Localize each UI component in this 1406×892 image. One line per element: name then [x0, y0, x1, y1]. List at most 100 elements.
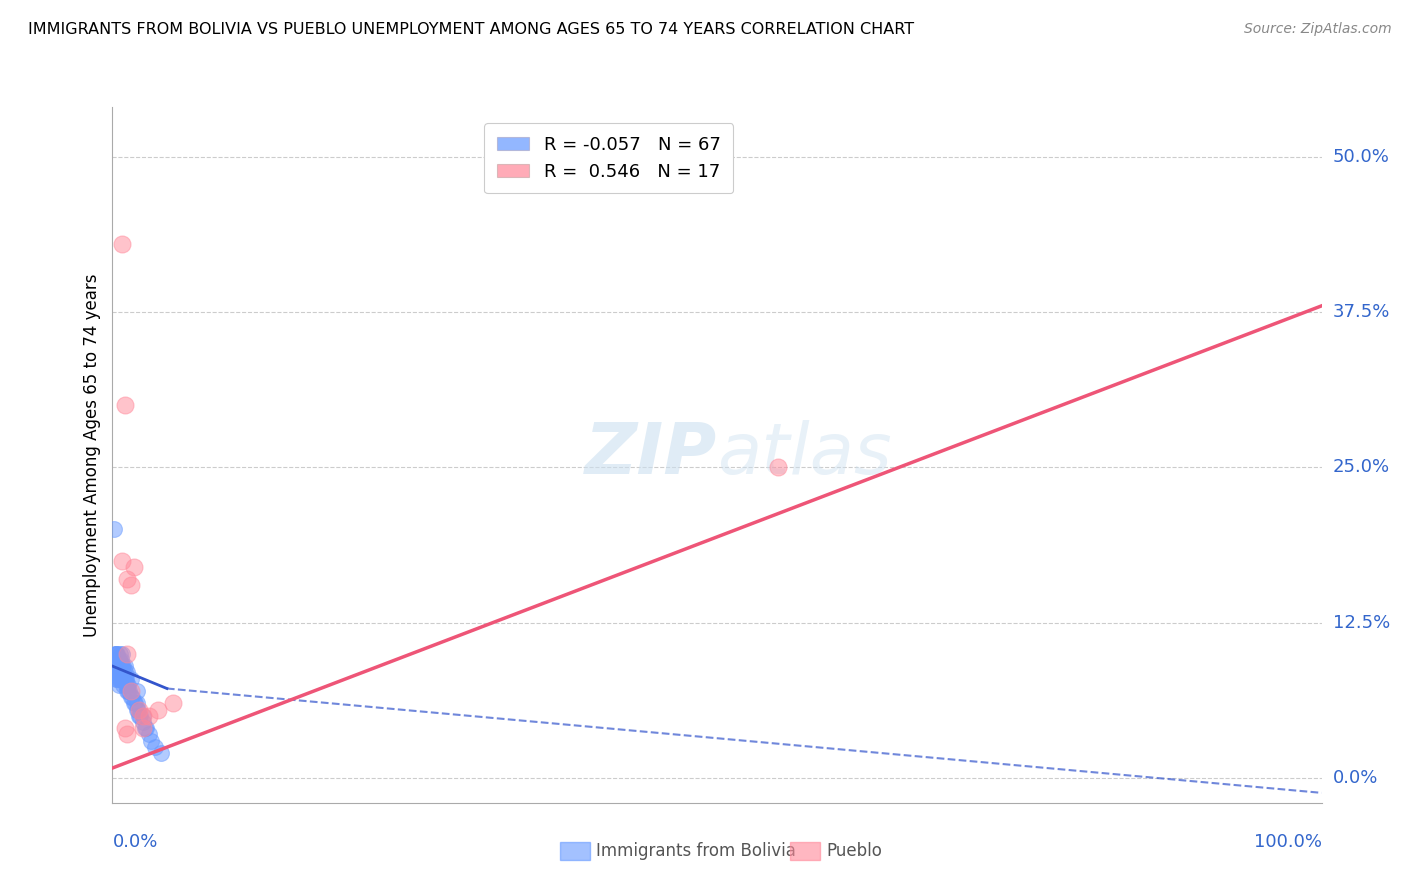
- Point: [111, 672, 134, 686]
- Point: [104, 653, 127, 667]
- Point: [104, 659, 127, 673]
- Point: [148, 703, 170, 717]
- Text: 12.5%: 12.5%: [1333, 614, 1391, 632]
- Point: [111, 665, 134, 680]
- Point: [114, 659, 136, 673]
- Text: 100.0%: 100.0%: [1254, 833, 1322, 851]
- Point: [105, 647, 128, 661]
- Point: [104, 665, 127, 680]
- Point: [111, 647, 134, 661]
- Point: [132, 708, 155, 723]
- Point: [108, 672, 131, 686]
- Point: [111, 659, 134, 673]
- Bar: [560, 842, 591, 860]
- Point: [107, 653, 129, 667]
- Y-axis label: Unemployment Among Ages 65 to 74 years: Unemployment Among Ages 65 to 74 years: [83, 273, 101, 637]
- Point: [105, 659, 128, 673]
- Point: [105, 672, 128, 686]
- Point: [128, 703, 150, 717]
- Point: [114, 398, 136, 412]
- Point: [134, 721, 156, 735]
- Point: [112, 665, 135, 680]
- Point: [108, 665, 131, 680]
- Point: [132, 708, 155, 723]
- Legend: R = -0.057   N = 67, R =  0.546   N = 17: R = -0.057 N = 67, R = 0.546 N = 17: [484, 123, 734, 194]
- Text: 50.0%: 50.0%: [1333, 148, 1389, 166]
- Point: [115, 572, 138, 586]
- Point: [103, 523, 125, 537]
- Point: [105, 672, 128, 686]
- Point: [162, 697, 184, 711]
- Point: [107, 653, 129, 667]
- Point: [105, 659, 128, 673]
- Text: 0.0%: 0.0%: [1333, 769, 1378, 787]
- Point: [114, 721, 136, 735]
- Point: [112, 678, 135, 692]
- Point: [135, 721, 157, 735]
- Point: [115, 678, 138, 692]
- Text: atlas: atlas: [717, 420, 891, 490]
- Point: [104, 647, 127, 661]
- Point: [138, 708, 160, 723]
- Point: [114, 672, 136, 686]
- Point: [107, 672, 129, 686]
- Point: [115, 727, 138, 741]
- Text: ZIP: ZIP: [585, 420, 717, 490]
- Text: Source: ZipAtlas.com: Source: ZipAtlas.com: [1244, 22, 1392, 37]
- Point: [143, 739, 166, 754]
- Point: [112, 659, 135, 673]
- Point: [132, 714, 155, 729]
- Point: [108, 659, 131, 673]
- Point: [122, 559, 145, 574]
- Point: [107, 678, 129, 692]
- Point: [122, 697, 145, 711]
- Point: [118, 684, 141, 698]
- Point: [141, 733, 163, 747]
- Text: IMMIGRANTS FROM BOLIVIA VS PUEBLO UNEMPLOYMENT AMONG AGES 65 TO 74 YEARS CORRELA: IMMIGRANTS FROM BOLIVIA VS PUEBLO UNEMPL…: [28, 22, 914, 37]
- Point: [128, 708, 150, 723]
- Point: [112, 672, 135, 686]
- Point: [121, 690, 143, 705]
- Point: [115, 684, 138, 698]
- Point: [125, 697, 148, 711]
- Point: [149, 746, 172, 760]
- Point: [117, 678, 139, 692]
- Text: 0.0%: 0.0%: [112, 833, 157, 851]
- Point: [111, 553, 134, 567]
- Point: [120, 578, 142, 592]
- Point: [110, 653, 132, 667]
- Point: [125, 684, 148, 698]
- Point: [105, 665, 128, 680]
- Point: [115, 647, 138, 661]
- Point: [114, 678, 136, 692]
- Point: [105, 647, 128, 661]
- Point: [117, 684, 139, 698]
- Point: [120, 672, 142, 686]
- Bar: [790, 842, 820, 860]
- Point: [120, 684, 142, 698]
- Point: [111, 236, 134, 251]
- Point: [105, 647, 128, 661]
- Point: [138, 727, 160, 741]
- Point: [766, 460, 789, 475]
- Text: 37.5%: 37.5%: [1333, 303, 1391, 321]
- Point: [127, 703, 149, 717]
- Text: Pueblo: Pueblo: [825, 842, 882, 860]
- Point: [132, 721, 155, 735]
- Point: [108, 647, 131, 661]
- Point: [107, 659, 129, 673]
- Text: Immigrants from Bolivia: Immigrants from Bolivia: [596, 842, 796, 860]
- Point: [120, 690, 142, 705]
- Point: [110, 659, 132, 673]
- Text: 25.0%: 25.0%: [1333, 458, 1391, 476]
- Point: [114, 672, 136, 686]
- Point: [105, 659, 128, 673]
- Point: [125, 703, 148, 717]
- Point: [110, 659, 132, 673]
- Point: [114, 665, 136, 680]
- Point: [115, 665, 138, 680]
- Point: [110, 665, 132, 680]
- Point: [107, 665, 129, 680]
- Point: [103, 659, 125, 673]
- Point: [124, 697, 146, 711]
